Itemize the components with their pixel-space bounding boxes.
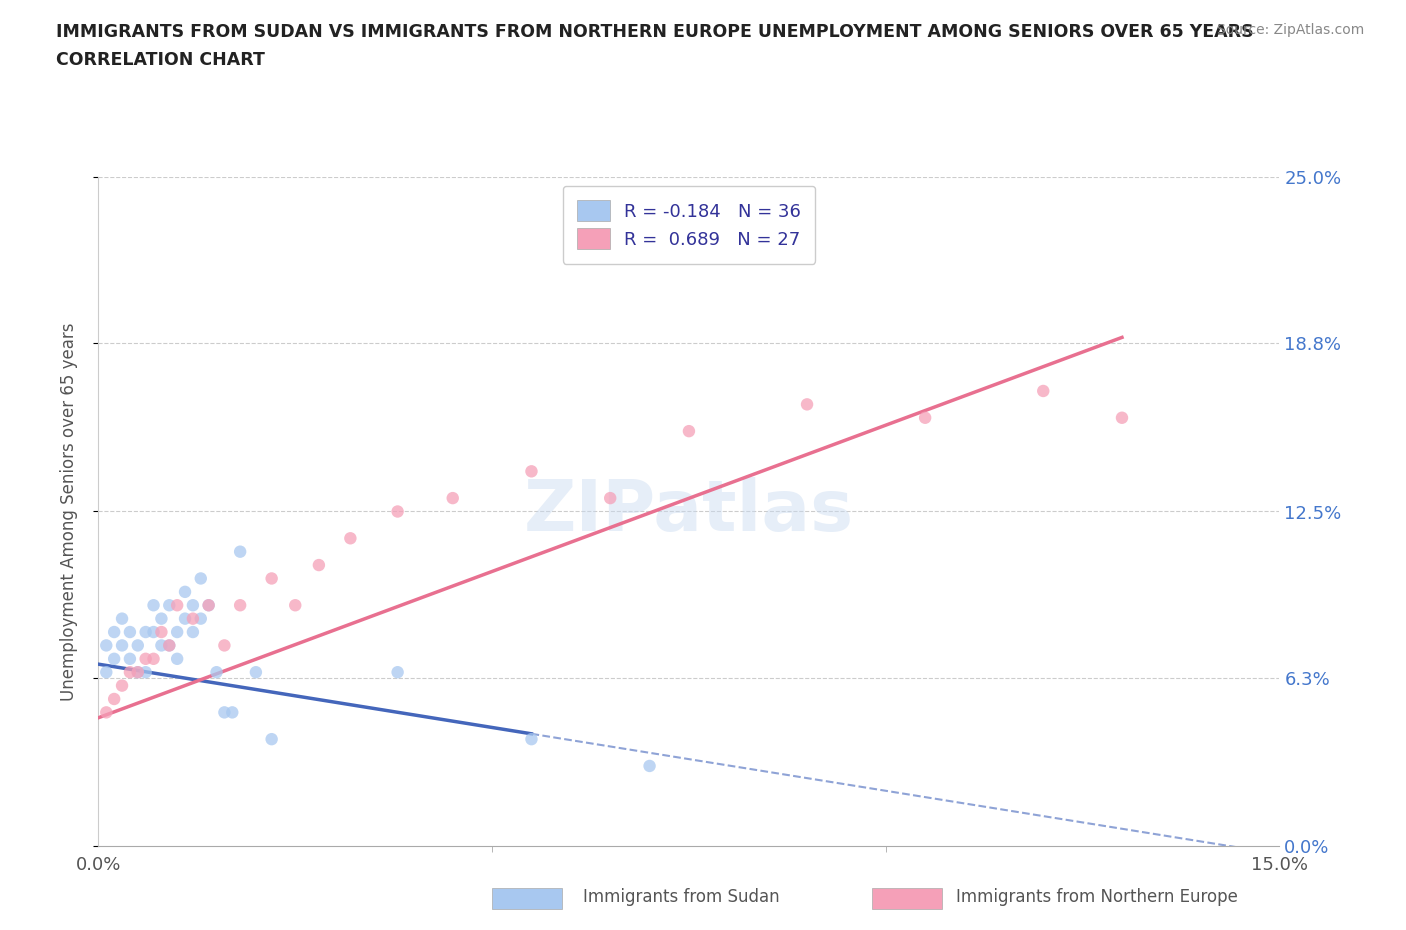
Point bbox=[308, 558, 330, 573]
Point bbox=[284, 598, 307, 613]
Point bbox=[135, 625, 157, 640]
Point bbox=[387, 665, 409, 680]
Text: Immigrants from Northern Europe: Immigrants from Northern Europe bbox=[956, 888, 1237, 907]
Point bbox=[1032, 383, 1054, 398]
Point bbox=[520, 732, 543, 747]
Text: ZIPatlas: ZIPatlas bbox=[524, 477, 853, 546]
Point bbox=[142, 598, 165, 613]
Point bbox=[339, 531, 361, 546]
Point bbox=[103, 625, 125, 640]
Point bbox=[150, 625, 173, 640]
Point bbox=[638, 759, 661, 774]
Point bbox=[599, 491, 621, 506]
Point bbox=[166, 625, 188, 640]
Point bbox=[135, 651, 157, 666]
Point bbox=[103, 651, 125, 666]
Text: CORRELATION CHART: CORRELATION CHART bbox=[56, 51, 266, 69]
Point bbox=[111, 638, 134, 653]
Point bbox=[142, 625, 165, 640]
Point bbox=[245, 665, 267, 680]
Point bbox=[103, 692, 125, 707]
Point bbox=[157, 598, 180, 613]
Point bbox=[190, 611, 212, 626]
Point bbox=[111, 611, 134, 626]
Point bbox=[127, 665, 149, 680]
Point bbox=[387, 504, 409, 519]
Point bbox=[197, 598, 219, 613]
Text: IMMIGRANTS FROM SUDAN VS IMMIGRANTS FROM NORTHERN EUROPE UNEMPLOYMENT AMONG SENI: IMMIGRANTS FROM SUDAN VS IMMIGRANTS FROM… bbox=[56, 23, 1254, 41]
Point bbox=[520, 464, 543, 479]
Point bbox=[174, 584, 197, 599]
Point bbox=[96, 638, 118, 653]
Point bbox=[127, 638, 149, 653]
Point bbox=[205, 665, 228, 680]
Point bbox=[181, 598, 204, 613]
Point bbox=[142, 651, 165, 666]
Point bbox=[678, 424, 700, 439]
Point bbox=[229, 598, 252, 613]
Point bbox=[157, 638, 180, 653]
Point bbox=[229, 544, 252, 559]
Point bbox=[150, 638, 173, 653]
Point bbox=[111, 678, 134, 693]
Point bbox=[190, 571, 212, 586]
Point bbox=[181, 611, 204, 626]
Point bbox=[135, 665, 157, 680]
Text: Immigrants from Sudan: Immigrants from Sudan bbox=[583, 888, 780, 907]
Point bbox=[96, 705, 118, 720]
Point bbox=[118, 651, 141, 666]
Point bbox=[260, 732, 283, 747]
Point bbox=[221, 705, 243, 720]
Point bbox=[181, 625, 204, 640]
Point bbox=[96, 665, 118, 680]
Point bbox=[166, 651, 188, 666]
Point bbox=[914, 410, 936, 425]
Point bbox=[118, 625, 141, 640]
Point bbox=[796, 397, 818, 412]
Point bbox=[166, 598, 188, 613]
Point bbox=[197, 598, 219, 613]
Point bbox=[157, 638, 180, 653]
Point bbox=[127, 665, 149, 680]
Point bbox=[150, 611, 173, 626]
Point bbox=[214, 705, 236, 720]
Point bbox=[260, 571, 283, 586]
Point bbox=[1111, 410, 1133, 425]
Point bbox=[118, 665, 141, 680]
Text: Source: ZipAtlas.com: Source: ZipAtlas.com bbox=[1216, 23, 1364, 37]
Point bbox=[214, 638, 236, 653]
Y-axis label: Unemployment Among Seniors over 65 years: Unemployment Among Seniors over 65 years bbox=[59, 323, 77, 700]
Point bbox=[441, 491, 464, 506]
Legend: R = -0.184   N = 36, R =  0.689   N = 27: R = -0.184 N = 36, R = 0.689 N = 27 bbox=[562, 186, 815, 263]
Point bbox=[174, 611, 197, 626]
